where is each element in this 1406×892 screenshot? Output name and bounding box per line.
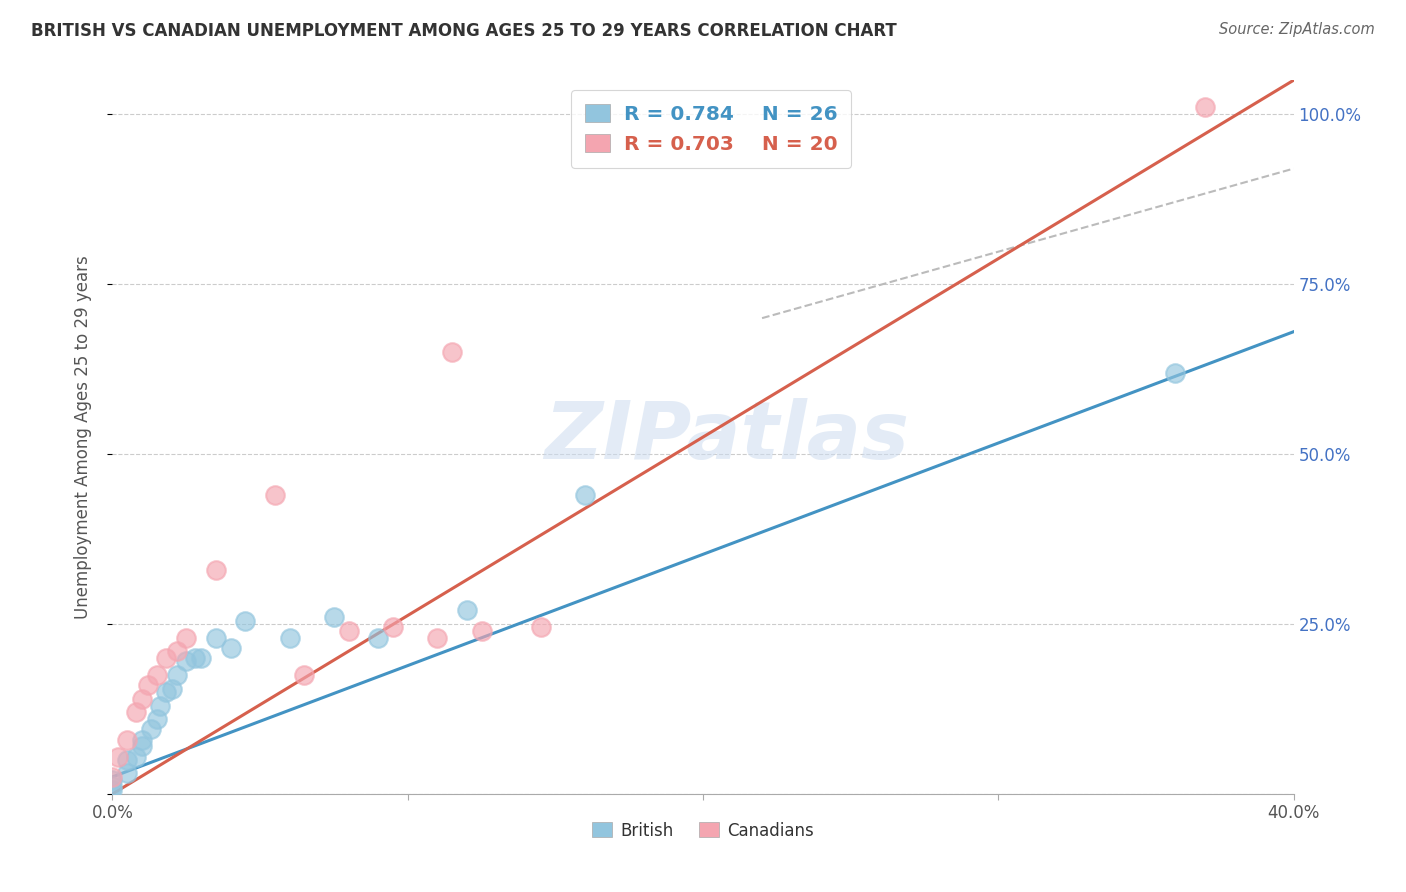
Point xyxy=(456,603,478,617)
Point xyxy=(190,651,212,665)
Point xyxy=(174,631,197,645)
Point xyxy=(101,783,124,797)
Point xyxy=(233,614,256,628)
Point xyxy=(470,624,494,638)
Point xyxy=(125,706,148,720)
Point xyxy=(323,610,346,624)
Point xyxy=(131,691,153,706)
Text: Source: ZipAtlas.com: Source: ZipAtlas.com xyxy=(1219,22,1375,37)
Point xyxy=(155,651,177,665)
Point xyxy=(149,698,172,713)
Point xyxy=(166,668,188,682)
Point xyxy=(117,732,138,747)
Y-axis label: Unemployment Among Ages 25 to 29 years: Unemployment Among Ages 25 to 29 years xyxy=(73,255,91,619)
Point xyxy=(1164,366,1187,380)
Point xyxy=(131,732,153,747)
Text: BRITISH VS CANADIAN UNEMPLOYMENT AMONG AGES 25 TO 29 YEARS CORRELATION CHART: BRITISH VS CANADIAN UNEMPLOYMENT AMONG A… xyxy=(31,22,897,40)
Point xyxy=(101,779,124,793)
Point xyxy=(101,770,124,784)
Point xyxy=(337,624,360,638)
Point xyxy=(574,488,596,502)
Point xyxy=(219,640,242,655)
Point xyxy=(1194,100,1216,114)
Point xyxy=(155,685,177,699)
Point xyxy=(292,668,315,682)
Point xyxy=(174,654,197,668)
Point xyxy=(101,773,124,788)
Point xyxy=(441,345,464,359)
Point xyxy=(264,488,287,502)
Point xyxy=(426,631,449,645)
Point xyxy=(146,668,169,682)
Point xyxy=(184,651,207,665)
Point xyxy=(382,620,405,634)
Point xyxy=(278,631,301,645)
Point xyxy=(146,712,169,726)
Point xyxy=(139,723,162,737)
Point xyxy=(131,739,153,754)
Point xyxy=(107,749,129,764)
Point xyxy=(136,678,159,692)
Point xyxy=(205,563,228,577)
Point xyxy=(166,644,188,658)
Point xyxy=(529,620,551,634)
Point xyxy=(117,766,138,780)
Legend: British, Canadians: British, Canadians xyxy=(585,815,821,847)
Point xyxy=(125,749,148,764)
Point xyxy=(160,681,183,696)
Text: ZIPatlas: ZIPatlas xyxy=(544,398,910,476)
Point xyxy=(367,631,389,645)
Point xyxy=(117,753,138,767)
Point xyxy=(205,631,228,645)
